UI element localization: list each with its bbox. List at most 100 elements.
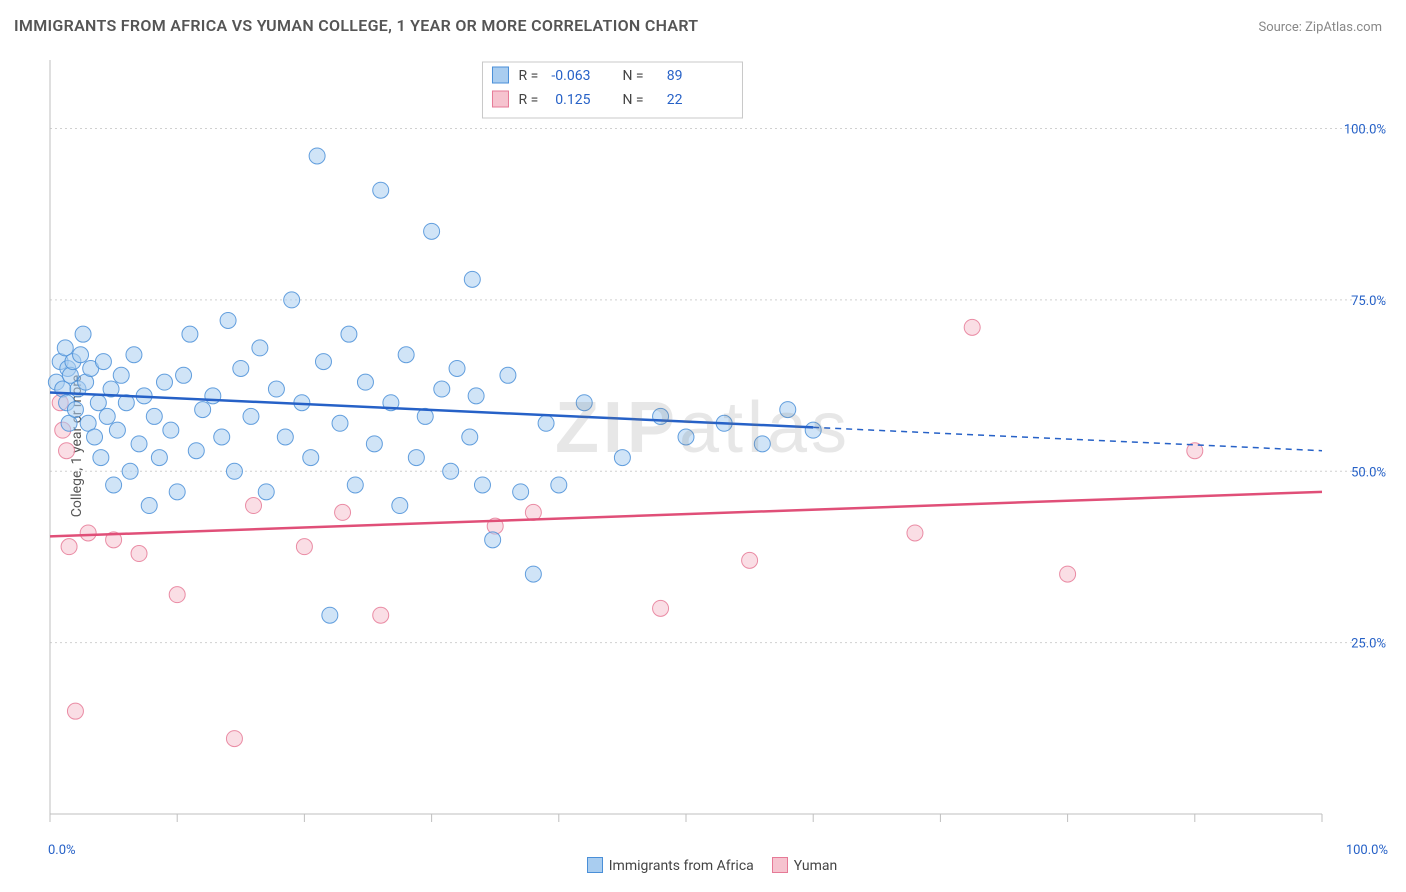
data-point-africa bbox=[284, 292, 300, 308]
source-attribution: Source: ZipAtlas.com bbox=[1258, 20, 1382, 35]
data-point-africa bbox=[462, 429, 478, 445]
data-point-yuman bbox=[59, 443, 75, 459]
data-point-africa bbox=[347, 477, 363, 493]
data-point-africa bbox=[188, 443, 204, 459]
data-point-africa bbox=[258, 484, 274, 500]
y-tick-label: 100.0% bbox=[1344, 123, 1386, 138]
chart-title: IMMIGRANTS FROM AFRICA VS YUMAN COLLEGE,… bbox=[14, 16, 698, 35]
data-point-africa bbox=[392, 498, 408, 514]
data-point-africa bbox=[525, 566, 541, 582]
trend-line-dashed-africa bbox=[813, 427, 1322, 450]
data-point-yuman bbox=[1060, 566, 1076, 582]
trend-line-yuman bbox=[50, 492, 1322, 537]
x-axis-min-label: 0.0% bbox=[48, 843, 76, 858]
data-point-yuman bbox=[226, 731, 242, 747]
data-point-africa bbox=[99, 408, 115, 424]
data-point-africa bbox=[551, 477, 567, 493]
data-point-africa bbox=[449, 360, 465, 376]
data-point-africa bbox=[146, 408, 162, 424]
data-point-africa bbox=[468, 388, 484, 404]
trend-line-africa bbox=[50, 392, 813, 427]
data-point-africa bbox=[474, 477, 490, 493]
legend-n-value: 89 bbox=[667, 68, 683, 84]
data-point-yuman bbox=[80, 525, 96, 541]
data-point-africa bbox=[464, 271, 480, 287]
data-point-africa bbox=[220, 312, 236, 328]
data-point-africa bbox=[653, 408, 669, 424]
data-point-africa bbox=[106, 477, 122, 493]
data-point-yuman bbox=[296, 539, 312, 555]
data-point-africa bbox=[252, 340, 268, 356]
data-point-yuman bbox=[373, 607, 389, 623]
data-point-africa bbox=[73, 347, 89, 363]
data-point-africa bbox=[233, 360, 249, 376]
data-point-africa bbox=[268, 381, 284, 397]
data-point-africa bbox=[156, 374, 172, 390]
data-point-africa bbox=[205, 388, 221, 404]
data-point-africa bbox=[93, 450, 109, 466]
plot-area: 25.0%50.0%75.0%100.0%R =-0.063N =89R =0.… bbox=[46, 56, 1392, 832]
data-point-africa bbox=[357, 374, 373, 390]
data-point-yuman bbox=[131, 546, 147, 562]
legend-n-value: 22 bbox=[667, 92, 683, 108]
data-point-africa bbox=[90, 395, 106, 411]
data-point-africa bbox=[373, 182, 389, 198]
legend-series-label: Immigrants from Africa bbox=[609, 858, 754, 874]
data-point-africa bbox=[485, 532, 501, 548]
data-point-africa bbox=[424, 223, 440, 239]
data-point-africa bbox=[366, 436, 382, 452]
data-point-yuman bbox=[907, 525, 923, 541]
data-point-africa bbox=[538, 415, 554, 431]
legend-swatch bbox=[492, 67, 508, 83]
data-point-africa bbox=[169, 484, 185, 500]
data-point-africa bbox=[408, 450, 424, 466]
bottom-legend: Immigrants from Africa Yuman bbox=[0, 857, 1406, 874]
data-point-africa bbox=[500, 367, 516, 383]
y-tick-label: 25.0% bbox=[1351, 637, 1386, 652]
data-point-yuman bbox=[335, 504, 351, 520]
data-point-africa bbox=[398, 347, 414, 363]
data-point-africa bbox=[322, 607, 338, 623]
data-point-africa bbox=[315, 354, 331, 370]
data-point-africa bbox=[614, 450, 630, 466]
data-point-africa bbox=[443, 463, 459, 479]
data-point-africa bbox=[805, 422, 821, 438]
data-point-africa bbox=[141, 498, 157, 514]
data-point-africa bbox=[195, 402, 211, 418]
data-point-africa bbox=[332, 415, 348, 431]
y-tick-label: 75.0% bbox=[1351, 294, 1386, 309]
data-point-africa bbox=[341, 326, 357, 342]
data-point-africa bbox=[87, 429, 103, 445]
data-point-africa bbox=[754, 436, 770, 452]
data-point-yuman bbox=[742, 552, 758, 568]
data-point-africa bbox=[163, 422, 179, 438]
data-point-africa bbox=[226, 463, 242, 479]
data-point-africa bbox=[576, 395, 592, 411]
data-point-yuman bbox=[653, 600, 669, 616]
data-point-africa bbox=[95, 354, 111, 370]
data-point-africa bbox=[109, 422, 125, 438]
data-point-africa bbox=[243, 408, 259, 424]
legend-r-value: 0.125 bbox=[555, 92, 590, 108]
legend-swatch bbox=[772, 857, 788, 873]
data-point-africa bbox=[277, 429, 293, 445]
legend-swatch bbox=[587, 857, 603, 873]
data-point-africa bbox=[780, 402, 796, 418]
data-point-yuman bbox=[964, 319, 980, 335]
data-point-yuman bbox=[525, 504, 541, 520]
data-point-africa bbox=[182, 326, 198, 342]
data-point-africa bbox=[75, 326, 91, 342]
data-point-africa bbox=[303, 450, 319, 466]
data-point-africa bbox=[113, 367, 129, 383]
data-point-africa bbox=[678, 429, 694, 445]
data-point-africa bbox=[513, 484, 529, 500]
data-point-africa bbox=[176, 367, 192, 383]
data-point-africa bbox=[151, 450, 167, 466]
legend-series-label: Yuman bbox=[794, 858, 837, 874]
data-point-africa bbox=[122, 463, 138, 479]
data-point-yuman bbox=[61, 539, 77, 555]
data-point-africa bbox=[131, 436, 147, 452]
data-point-yuman bbox=[169, 587, 185, 603]
legend-r-label: R = bbox=[518, 68, 538, 84]
y-tick-label: 50.0% bbox=[1351, 465, 1386, 480]
